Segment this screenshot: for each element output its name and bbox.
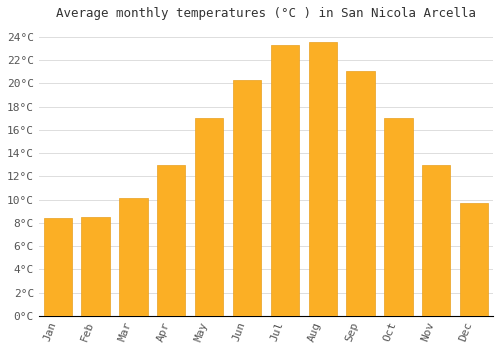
Bar [460, 203, 488, 316]
Bar [119, 198, 148, 316]
Bar [384, 118, 412, 316]
Bar [82, 217, 110, 316]
Bar [346, 71, 375, 316]
Bar [44, 218, 72, 316]
Title: Average monthly temperatures (°C ) in San Nicola Arcella: Average monthly temperatures (°C ) in Sa… [56, 7, 476, 20]
Bar [233, 80, 261, 316]
Bar [422, 165, 450, 316]
Bar [195, 118, 224, 316]
Bar [308, 42, 337, 316]
Bar [157, 165, 186, 316]
Bar [270, 45, 299, 316]
